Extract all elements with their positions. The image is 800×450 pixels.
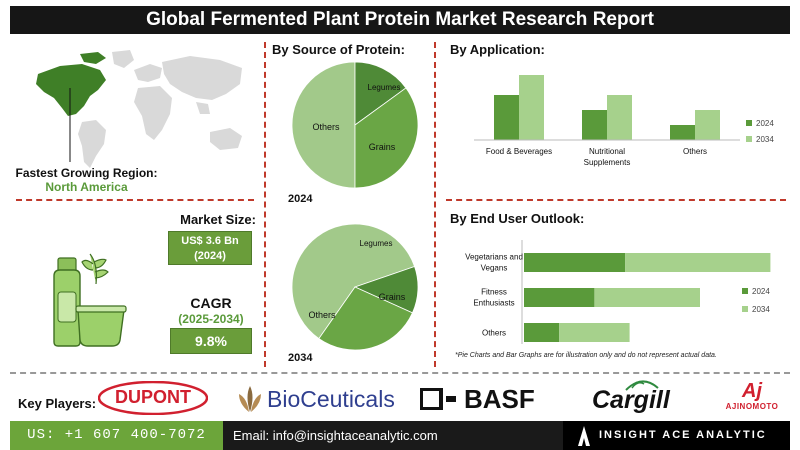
divider-right-horizontal	[446, 199, 786, 201]
ajinomoto-mark: Aj	[742, 380, 762, 402]
end-user-bar-2024-2	[524, 323, 560, 342]
dupont-logo: DUPONT	[97, 380, 209, 416]
application-bars	[494, 75, 720, 140]
end-user-bar-2024-0	[524, 253, 626, 272]
pie-2034-year: 2034	[288, 352, 313, 364]
cargill-logo-text: Cargill	[592, 386, 670, 414]
application-legend-swatch-2034	[746, 136, 752, 142]
application-bar-chart: Food & Beverages Nutritional Supplements Ot…	[474, 75, 774, 167]
pie-chart-2034: Others Legumes Grains	[291, 223, 419, 351]
end-user-category-label-1: Enthusiasts	[473, 299, 514, 308]
source-header: By Source of Protein:	[272, 42, 405, 57]
pie-2024-year: 2024	[288, 193, 313, 205]
pie-2024-slices	[291, 61, 419, 189]
end-user-bar-2034-0	[625, 253, 771, 272]
pie-chart-2024: Others Legumes Grains	[291, 61, 419, 189]
end-user-category-labels: Vegetarians and Vegans Fitness Enthusiasts O…	[465, 253, 523, 338]
end-user-legend-swatch-2024	[742, 288, 748, 294]
end-user-bars	[524, 253, 771, 342]
application-category-labels: Food & Beverages Nutritional Supplements Ot…	[486, 147, 707, 167]
end-user-legend: 2024 2034	[742, 287, 770, 314]
application-bar-2034-1	[607, 95, 632, 140]
divider-right	[434, 42, 436, 367]
application-legend-label-2024: 2024	[756, 119, 774, 128]
pie-2024-slice-legumes	[354, 61, 407, 126]
pie-2024-label-legumes: Legumes	[368, 83, 401, 92]
application-header: By Application:	[450, 42, 545, 57]
application-bar-2034-0	[519, 75, 544, 140]
cagr-label: CAGR	[190, 295, 232, 311]
basf-logo-text: BASF	[464, 384, 535, 414]
bioceuticals-logo: BioCeuticals	[233, 382, 395, 416]
dupont-logo-text: DUPONT	[115, 387, 191, 407]
application-category-label-1: Nutritional	[589, 147, 625, 156]
disclaimer-note: *Pie Charts and Bar Graphs are for illus…	[455, 352, 717, 359]
ajinomoto-logo-text: AJINOMOTO	[725, 402, 779, 411]
end-user-bar-2034-2	[559, 323, 630, 342]
basf-logo: BASF	[420, 384, 554, 414]
cagr-value: 9.8%	[170, 328, 252, 354]
divider-left-horizontal	[16, 199, 254, 201]
application-category-label-2: Others	[683, 147, 707, 156]
end-user-legend-swatch-2034	[742, 306, 748, 312]
bioceuticals-leaf-icon	[239, 386, 261, 412]
market-size-value: US$ 3.6 Bn	[181, 235, 239, 247]
application-category-label-1: Supplements	[584, 158, 631, 167]
market-size-label: Market Size:	[180, 212, 256, 227]
pie-2034-label-legumes: Legumes	[360, 239, 393, 248]
dupont-oval-icon	[97, 380, 209, 416]
pie-2034-slice-others	[291, 223, 416, 340]
pie-2024-label-grains: Grains	[369, 142, 396, 152]
application-bar-2024-0	[494, 95, 519, 140]
footer-email: Email: info@insightaceanalytic.com	[223, 421, 563, 450]
cargill-logo: Cargill	[592, 378, 688, 416]
application-bar-2024-2	[670, 125, 695, 140]
page-title: Global Fermented Plant Protein Market Re…	[10, 6, 790, 34]
pie-2034-slice-grains	[318, 286, 413, 351]
end-user-legend-label-2024: 2024	[752, 287, 770, 296]
pie-2034-label-grains: Grains	[379, 292, 406, 302]
pie-2034-slices	[291, 223, 419, 351]
end-user-category-label-2: Others	[482, 329, 506, 338]
end-user-category-label-0: Vegetarians and	[465, 253, 523, 262]
application-bar-2024-1	[582, 110, 607, 140]
insight-ace-logo-icon	[578, 426, 590, 446]
end-user-header: By End User Outlook:	[450, 211, 585, 226]
end-user-bar-2024-1	[524, 288, 595, 307]
pie-2024-label-others: Others	[312, 122, 340, 132]
footer-phone: US: +1 607 400-7072	[10, 421, 223, 450]
end-user-category-label-0: Vegans	[481, 264, 508, 273]
region-value: North America	[45, 180, 128, 194]
divider-left	[264, 42, 266, 367]
world-map-icon	[36, 50, 242, 168]
end-user-bar-chart: Vegetarians and Vegans Fitness Enthusiasts O…	[465, 240, 771, 344]
key-players-label: Key Players:	[18, 396, 97, 411]
region-label: Fastest Growing Region:	[15, 166, 158, 180]
application-legend-label-2034: 2034	[756, 135, 774, 144]
market-size-year: (2024)	[194, 250, 226, 262]
pie-2024-slice-grains	[354, 87, 419, 189]
pie-2024-slice-others	[291, 61, 356, 189]
plant-bottle-icon	[53, 253, 127, 347]
cargill-leaf-icon	[625, 380, 659, 391]
end-user-legend-label-2034: 2034	[752, 305, 770, 314]
application-category-label-0: Food & Beverages	[486, 147, 552, 156]
end-user-bar-2034-1	[594, 288, 700, 307]
application-bar-2034-2	[695, 110, 720, 140]
application-legend: 2024 2034	[746, 119, 774, 144]
divider-bottom	[10, 372, 790, 374]
ajinomoto-logo: Aj AJINOMOTO	[722, 380, 782, 416]
cagr-period: (2025-2034)	[178, 312, 244, 326]
application-legend-swatch-2024	[746, 120, 752, 126]
end-user-category-label-1: Fitness	[481, 288, 507, 297]
basf-square-icon	[420, 388, 456, 410]
footer-brand-text: INSIGHT ACE ANALYTIC	[599, 429, 767, 441]
bioceuticals-logo-text: BioCeuticals	[267, 386, 395, 412]
market-size-box: US$ 3.6 Bn (2024)	[168, 231, 252, 265]
pie-2034-label-others: Others	[308, 310, 336, 320]
footer-brand: INSIGHT ACE ANALYTIC	[563, 421, 790, 450]
